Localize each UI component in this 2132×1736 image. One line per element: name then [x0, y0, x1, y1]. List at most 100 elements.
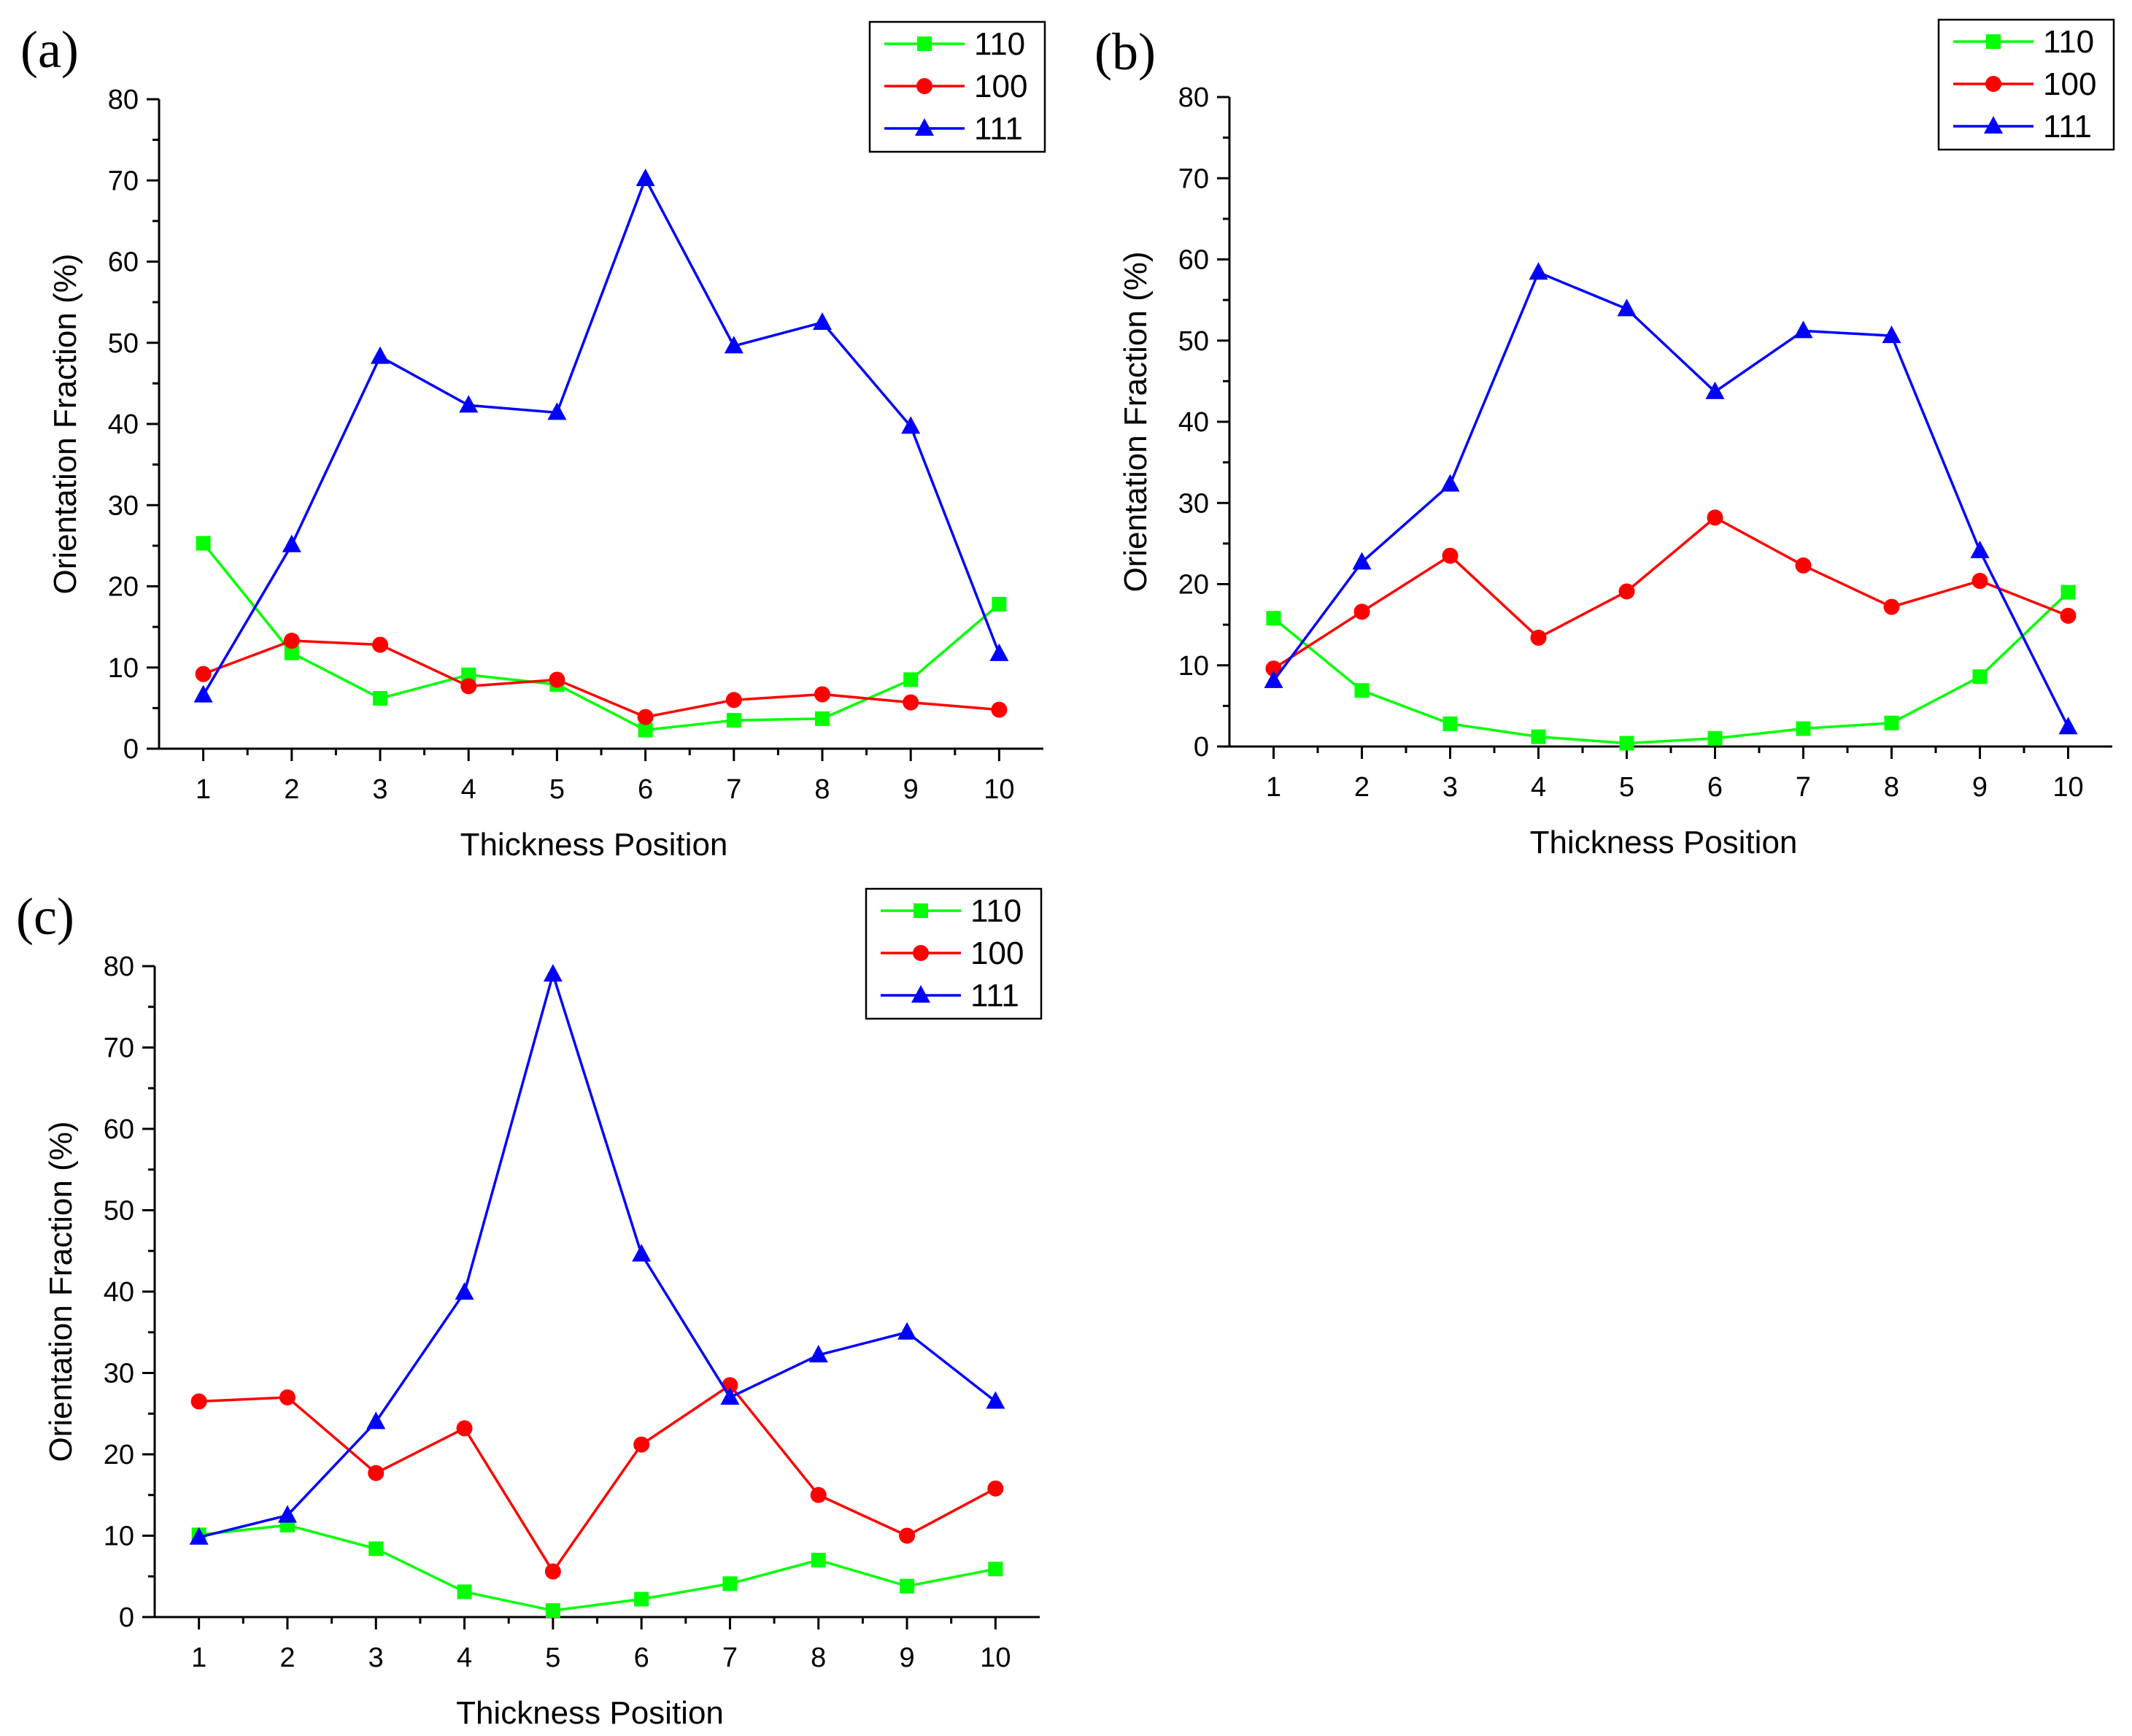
legend-label: 100	[974, 69, 1027, 104]
legend-label: 100	[970, 935, 1024, 971]
series-110	[191, 1518, 1003, 1619]
series-111-point	[813, 312, 832, 330]
series-110-point	[1972, 669, 1988, 684]
series-110-point	[634, 1592, 649, 1607]
series-110-point	[988, 1562, 1003, 1577]
y-tick-label: 50	[104, 1196, 134, 1227]
x-tick-label: 1	[191, 1643, 206, 1673]
series-110-point	[726, 713, 741, 728]
series-110-point	[196, 536, 211, 551]
series-111-point	[543, 964, 563, 982]
series-100-point	[899, 1527, 916, 1544]
series-110	[1266, 585, 2076, 751]
series-100-point	[372, 636, 388, 653]
series-111-point	[277, 1505, 297, 1523]
series-110-point	[1619, 736, 1634, 751]
series-100	[1265, 509, 2077, 677]
series-110-point	[1266, 611, 1281, 626]
series-111	[1264, 262, 2078, 735]
panel-1: (a) 0 10 20 30 40 50 60 70 80 1 2 3 4 5 6 7 8 9 10 Thickness…	[20, 20, 1046, 863]
series-111-point	[2058, 717, 2078, 735]
series-100-point	[2060, 607, 2077, 624]
series-110-line	[198, 1524, 996, 1612]
x-tick-label: 10	[980, 1643, 1011, 1673]
series-100-point	[1707, 509, 1723, 526]
y-tick-label: 30	[104, 1359, 134, 1389]
series-110-point	[2060, 585, 2076, 600]
series-100-point	[456, 1420, 473, 1437]
series-100-point	[1353, 603, 1370, 620]
series-100-point	[283, 633, 300, 649]
series-110-point	[1442, 716, 1458, 731]
legend-label: 110	[2043, 24, 2094, 60]
series-100-point	[1618, 583, 1635, 600]
series-111-point	[724, 336, 744, 354]
y-tick-label: 30	[108, 490, 139, 521]
series-111-point	[1793, 320, 1813, 339]
series-111-point	[636, 169, 655, 187]
x-tick-label: 3	[372, 774, 387, 805]
x-tick-label: 4	[457, 1643, 472, 1673]
legend-swatch-marker	[911, 985, 930, 1003]
series-110-point	[373, 691, 387, 706]
legend-swatch-marker	[914, 903, 928, 918]
series-111-line	[1272, 271, 2070, 728]
y-tick-label: 80	[104, 952, 134, 982]
y-tick-label: 40	[104, 1277, 134, 1308]
series-110-point	[903, 672, 919, 687]
x-tick-label: 9	[1972, 772, 1988, 803]
series-100-line	[198, 1384, 997, 1573]
series-110-point	[992, 596, 1007, 612]
y-tick-label: 60	[1178, 245, 1209, 276]
series-111-point	[189, 1527, 209, 1545]
series-111-point	[720, 1386, 740, 1405]
legend-label: 110	[974, 26, 1025, 62]
panel-2: (b) 0 10 20 30 40 50 60 70 80 1 2 3 4 5 6 7 8 9 10 Thickness…	[1094, 18, 2115, 860]
series-111-point	[459, 395, 479, 413]
legend-swatch-marker	[916, 78, 932, 94]
series-111-point	[1882, 325, 1901, 344]
legend: 110 100 111	[1937, 18, 2115, 151]
series-110-point	[1884, 715, 1899, 730]
y-axis-title: Orientation Fraction (%)	[47, 253, 83, 594]
series-100-point	[1530, 629, 1547, 646]
series-110-point	[1354, 683, 1370, 698]
series-110-point	[815, 711, 830, 726]
y-tick-label: 70	[1178, 163, 1209, 194]
legend: 110 100 111	[865, 887, 1043, 1020]
series-111-point	[897, 1322, 917, 1340]
series-111-point	[1617, 298, 1637, 317]
y-tick-label: 0	[119, 1602, 134, 1633]
y-tick-label: 70	[108, 166, 139, 196]
series-100	[190, 1377, 1004, 1580]
series-111-line	[202, 177, 1001, 696]
x-tick-label: 10	[984, 774, 1014, 805]
series-111-point	[455, 1282, 474, 1300]
x-tick-label: 6	[634, 1643, 649, 1673]
y-tick-label: 60	[104, 1114, 134, 1145]
series-110-point	[368, 1541, 384, 1556]
x-axis-title: Thickness Position	[460, 827, 728, 863]
x-tick-label: 3	[368, 1643, 384, 1673]
series-100-point	[279, 1389, 296, 1405]
y-tick-label: 10	[108, 653, 139, 684]
x-tick-label: 2	[1354, 772, 1370, 803]
x-tick-label: 9	[899, 1643, 914, 1673]
y-tick-label: 0	[123, 734, 139, 765]
series-100-point	[1883, 598, 1900, 615]
series-100-point	[725, 692, 742, 709]
series-110-point	[722, 1576, 738, 1592]
x-tick-label: 8	[1884, 772, 1899, 803]
x-tick-label: 10	[2052, 772, 2083, 803]
x-tick-label: 6	[1707, 772, 1723, 803]
series-110	[196, 536, 1007, 738]
x-tick-label: 8	[811, 1643, 826, 1673]
series-100-point	[991, 701, 1008, 718]
y-tick-label: 20	[104, 1440, 134, 1470]
x-tick-label: 5	[545, 1643, 560, 1673]
series-111-point	[547, 402, 567, 420]
series-111-point	[986, 1391, 1005, 1409]
x-tick-label: 9	[903, 774, 919, 805]
legend-swatch-marker	[1986, 34, 2001, 49]
series-100-point	[633, 1436, 650, 1453]
